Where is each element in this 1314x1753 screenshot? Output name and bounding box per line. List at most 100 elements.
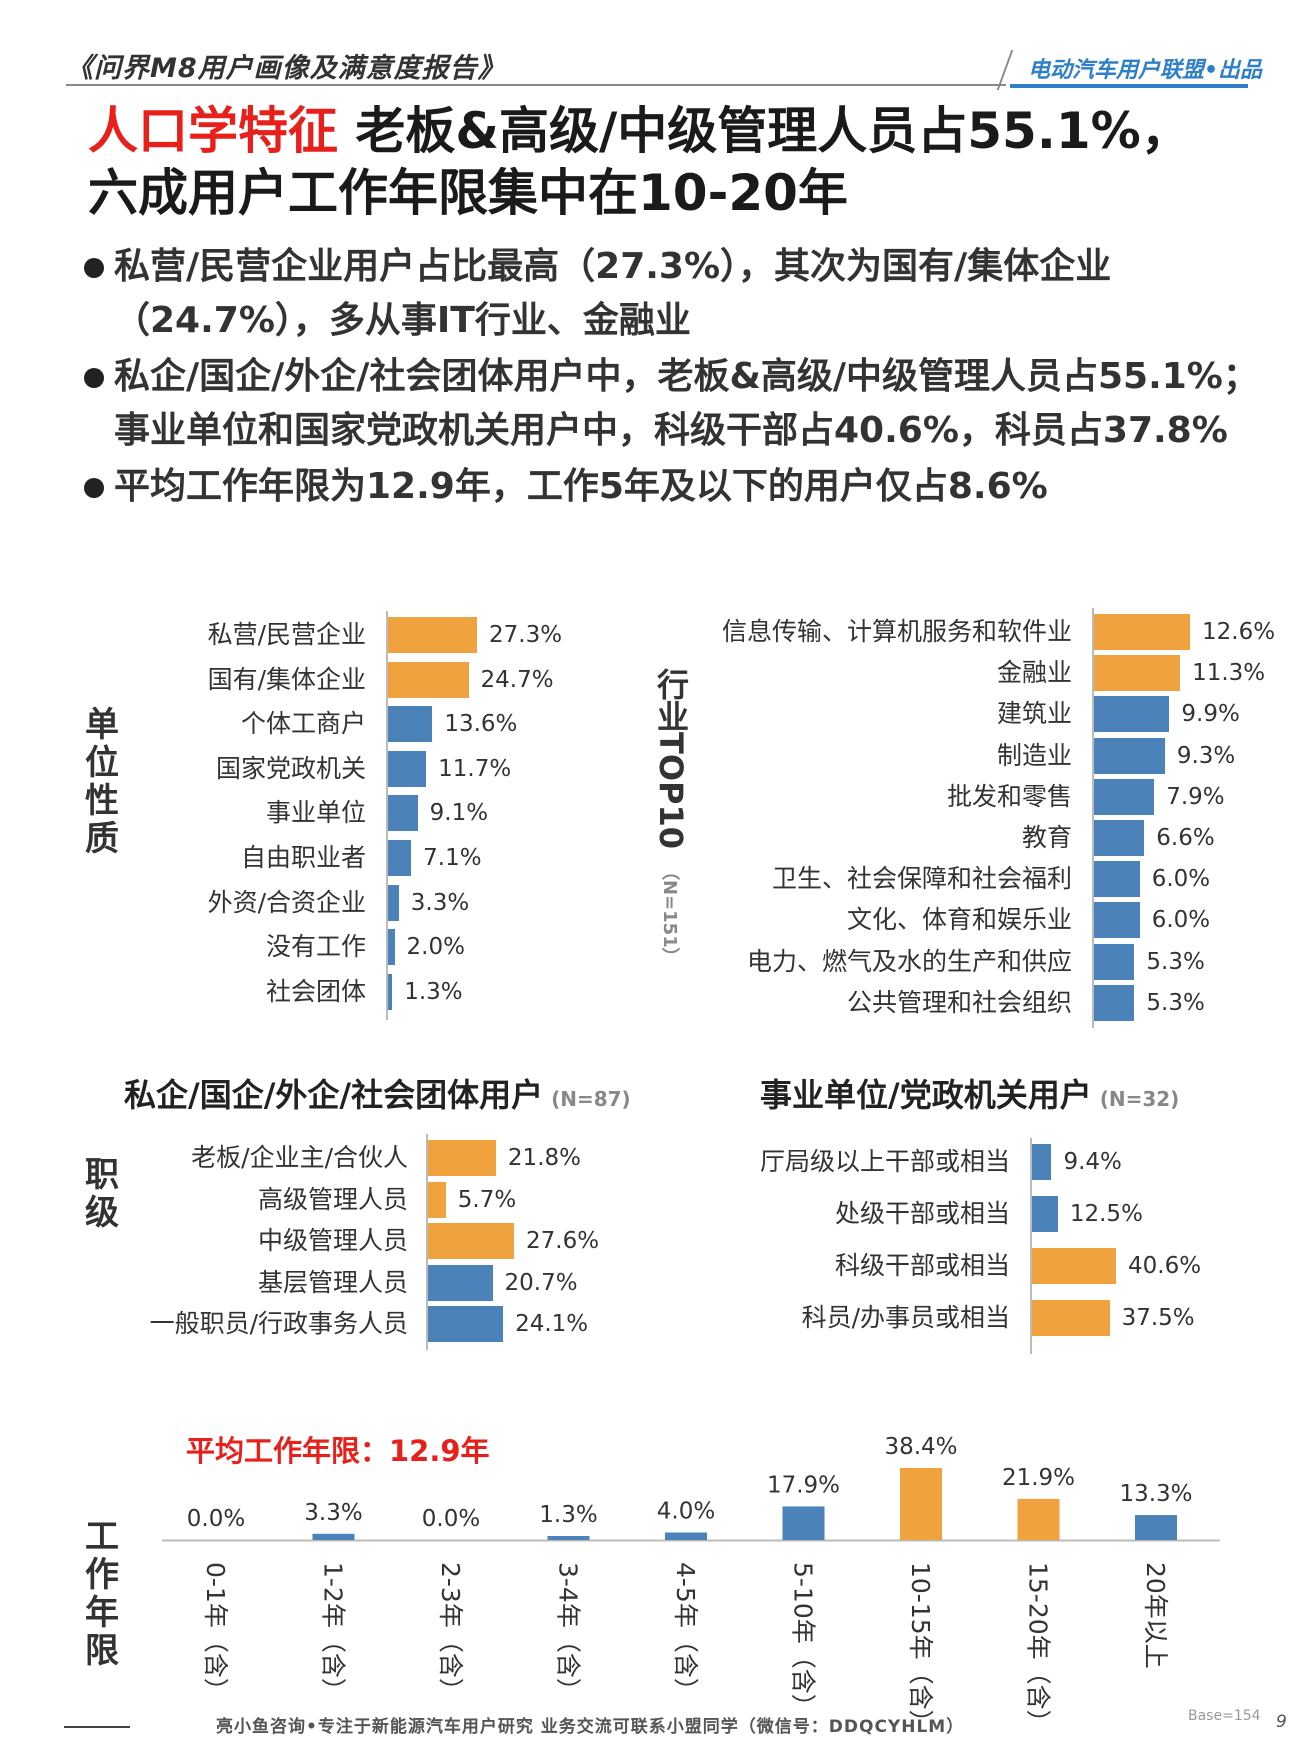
key-findings: 私营/民营企业用户占比最高（27.3%），其次为国有/集体企业（24.7%），多…	[80, 240, 1270, 516]
bar-value-label: 24.1%	[515, 1311, 589, 1337]
page-headline: 人口学特征 老板&高级/中级管理人员占55.1%， 六成用户工作年限集中在10-…	[88, 100, 1268, 224]
base-count: Base=154	[1188, 1708, 1261, 1724]
bar-value-label: 4.0%	[657, 1499, 715, 1525]
bar-category-label: 科级干部或相当	[834, 1251, 1010, 1280]
bar-value-label: 5.3%	[1146, 948, 1205, 975]
bar	[388, 840, 412, 876]
bar	[1094, 614, 1190, 650]
finding-item: 平均工作年限为12.9年，工作5年及以下的用户仅占8.6%	[80, 460, 1270, 514]
job-level-label: 职级	[85, 1155, 119, 1233]
bar-category-label: 厅局级以上干部或相当	[759, 1147, 1010, 1176]
bar	[1094, 984, 1135, 1021]
bar-category-label: 老板/企业主/合伙人	[191, 1143, 408, 1172]
work-years-label: 工作年限	[85, 1517, 119, 1671]
bar-category-label: 20年以上	[1141, 1562, 1170, 1669]
bar	[1032, 1196, 1058, 1232]
bar-value-label: 21.8%	[507, 1145, 581, 1171]
bar-value-label: 13.3%	[1119, 1481, 1192, 1507]
bar-value-label: 37.5%	[1121, 1305, 1195, 1331]
bar-value-label: 9.3%	[1176, 742, 1236, 769]
bar-value-label: 40.6%	[1128, 1253, 1202, 1279]
bar	[428, 1140, 496, 1176]
chart-axis	[1092, 608, 1094, 1028]
bar	[1017, 1498, 1060, 1540]
bar	[1032, 1248, 1116, 1284]
bar-category-label: 外资/合资企业	[207, 887, 366, 917]
bar-value-label: 6.0%	[1151, 866, 1211, 893]
bar	[1094, 737, 1165, 774]
bar	[1094, 943, 1135, 980]
bar-category-label: 教育	[1021, 823, 1072, 852]
bar-value-label: 7.9%	[1166, 783, 1225, 810]
page-number: 9	[1276, 1712, 1287, 1732]
work-years-chart: 0.0% 0-1年（含） 3.3% 1-2年（含） 0.0% 2-3年（含） 1.3% 3-4…	[162, 1434, 1220, 1720]
bar-value-label: 27.6%	[526, 1228, 600, 1254]
bar	[388, 795, 418, 832]
brand-underline	[1010, 84, 1248, 88]
bar	[665, 1532, 707, 1540]
bar-value-label: 11.7%	[438, 755, 512, 782]
bar	[428, 1264, 493, 1301]
bar-value-label: 1.3%	[539, 1502, 597, 1528]
bar-category-label: 3-4年（含）	[554, 1562, 583, 1703]
bar-value-label: 0.0%	[422, 1506, 480, 1532]
bar-category-label: 个体工商户	[240, 709, 366, 739]
bar-value-label: 9.9%	[1181, 701, 1240, 728]
bullet-dot-icon	[84, 368, 104, 388]
bar-value-label: 38.4%	[884, 1434, 957, 1460]
bar-category-label: 处级干部或相当	[834, 1199, 1010, 1228]
report-title: 《问界M8用户画像及满意度报告》	[66, 53, 506, 84]
public-section-title: 事业单位/党政机关用户 (N=32)	[760, 1076, 1180, 1114]
chart-axis	[386, 611, 388, 1021]
bar	[1135, 1515, 1177, 1540]
headline-line2: 六成用户工作年限集中在10-20年	[88, 164, 848, 222]
bar-value-label: 12.5%	[1069, 1201, 1143, 1227]
bar-category-label: 金融业	[996, 658, 1072, 688]
bar-category-label: 国有/集体企业	[207, 664, 366, 694]
bar	[388, 706, 433, 743]
bar-value-label: 21.9%	[1002, 1465, 1075, 1491]
bar-category-label: 2-3年（含）	[436, 1562, 465, 1703]
bar-value-label: 17.9%	[767, 1472, 840, 1498]
bar-category-label: 0-1年（含）	[201, 1562, 230, 1703]
bar-category-label: 批发和零售	[946, 781, 1072, 811]
bar	[1094, 820, 1145, 856]
bar	[428, 1181, 446, 1218]
bar-value-label: 11.3%	[1192, 660, 1266, 687]
bar-category-label: 10-15年（含）	[906, 1562, 935, 1720]
bar-value-label: 20.7%	[504, 1269, 578, 1296]
bar-category-label: 中级管理人员	[257, 1226, 408, 1255]
bar-value-label: 3.3%	[304, 1500, 362, 1526]
industry-n-label: （N=151）	[659, 862, 680, 966]
bar-value-label: 24.7%	[480, 666, 554, 693]
finding-item: 私企/国企/外企/社会团体用户中，老板&高级/中级管理人员占55.1%；事业单位…	[80, 350, 1270, 458]
bar	[1032, 1144, 1052, 1180]
bullet-dot-icon	[84, 258, 104, 278]
bar-category-label: 卫生、社会保障和社会福利	[771, 864, 1072, 894]
bar-value-label: 7.1%	[423, 845, 482, 871]
bar-value-label: 5.7%	[457, 1186, 517, 1213]
bar-category-label: 科员/办事员或相当	[801, 1303, 1010, 1332]
bar-category-label: 信息传输、计算机服务和软件业	[721, 617, 1072, 646]
bar-category-label: 事业单位	[265, 798, 366, 828]
bar	[388, 750, 427, 787]
bar-value-label: 6.0%	[1151, 907, 1211, 934]
bar	[1094, 655, 1181, 692]
bar	[312, 1533, 355, 1540]
bar-category-label: 建筑业	[996, 699, 1072, 729]
headline-topic: 人口学特征	[88, 102, 338, 160]
bar-value-label: 2.0%	[406, 934, 465, 961]
bar	[388, 973, 393, 1010]
bar-category-label: 公共管理和社会组织	[846, 987, 1072, 1017]
bar-category-label: 1-2年（含）	[319, 1562, 348, 1703]
bar	[388, 884, 399, 921]
unit-nature-label: 单位性质	[85, 705, 119, 859]
bar-category-label: 高级管理人员	[257, 1184, 408, 1214]
chart-axis	[1030, 1138, 1032, 1354]
bar-category-label: 一般职员/行政事务人员	[149, 1309, 408, 1338]
bar-category-label: 社会团体	[265, 976, 366, 1006]
bar	[1094, 696, 1170, 733]
bar-category-label: 文化、体育和娱乐业	[846, 905, 1072, 935]
bar-value-label: 9.4%	[1063, 1149, 1122, 1175]
header-divider	[66, 84, 1006, 86]
